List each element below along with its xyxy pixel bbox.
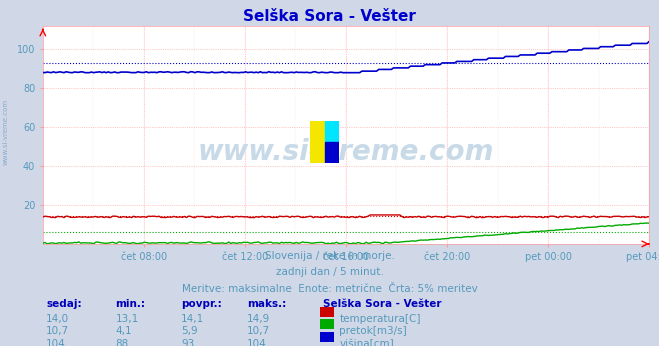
Text: povpr.:: povpr.: xyxy=(181,299,222,309)
Polygon shape xyxy=(325,142,339,163)
Text: 4,1: 4,1 xyxy=(115,326,132,336)
Text: 88: 88 xyxy=(115,339,129,346)
Text: zadnji dan / 5 minut.: zadnji dan / 5 minut. xyxy=(275,267,384,277)
Text: Meritve: maksimalne  Enote: metrične  Črta: 5% meritev: Meritve: maksimalne Enote: metrične Črta… xyxy=(182,284,477,294)
Text: 10,7: 10,7 xyxy=(46,326,69,336)
Text: 14,1: 14,1 xyxy=(181,314,204,324)
Text: 5,9: 5,9 xyxy=(181,326,198,336)
Text: www.si-vreme.com: www.si-vreme.com xyxy=(2,98,9,165)
Polygon shape xyxy=(310,121,325,163)
Text: 104: 104 xyxy=(46,339,66,346)
Text: Selška Sora - Vešter: Selška Sora - Vešter xyxy=(323,299,442,309)
Text: 14,9: 14,9 xyxy=(247,314,270,324)
Text: 93: 93 xyxy=(181,339,194,346)
Text: 10,7: 10,7 xyxy=(247,326,270,336)
Text: 13,1: 13,1 xyxy=(115,314,138,324)
Text: višina[cm]: višina[cm] xyxy=(339,339,394,346)
Text: Selška Sora - Vešter: Selška Sora - Vešter xyxy=(243,9,416,24)
Text: www.si-vreme.com: www.si-vreme.com xyxy=(198,138,494,166)
Text: 104: 104 xyxy=(247,339,267,346)
Text: pretok[m3/s]: pretok[m3/s] xyxy=(339,326,407,336)
Text: maks.:: maks.: xyxy=(247,299,287,309)
Text: min.:: min.: xyxy=(115,299,146,309)
Polygon shape xyxy=(325,121,339,142)
Text: sedaj:: sedaj: xyxy=(46,299,82,309)
Text: temperatura[C]: temperatura[C] xyxy=(339,314,421,324)
Text: Slovenija / reke in morje.: Slovenija / reke in morje. xyxy=(264,251,395,261)
Text: 14,0: 14,0 xyxy=(46,314,69,324)
